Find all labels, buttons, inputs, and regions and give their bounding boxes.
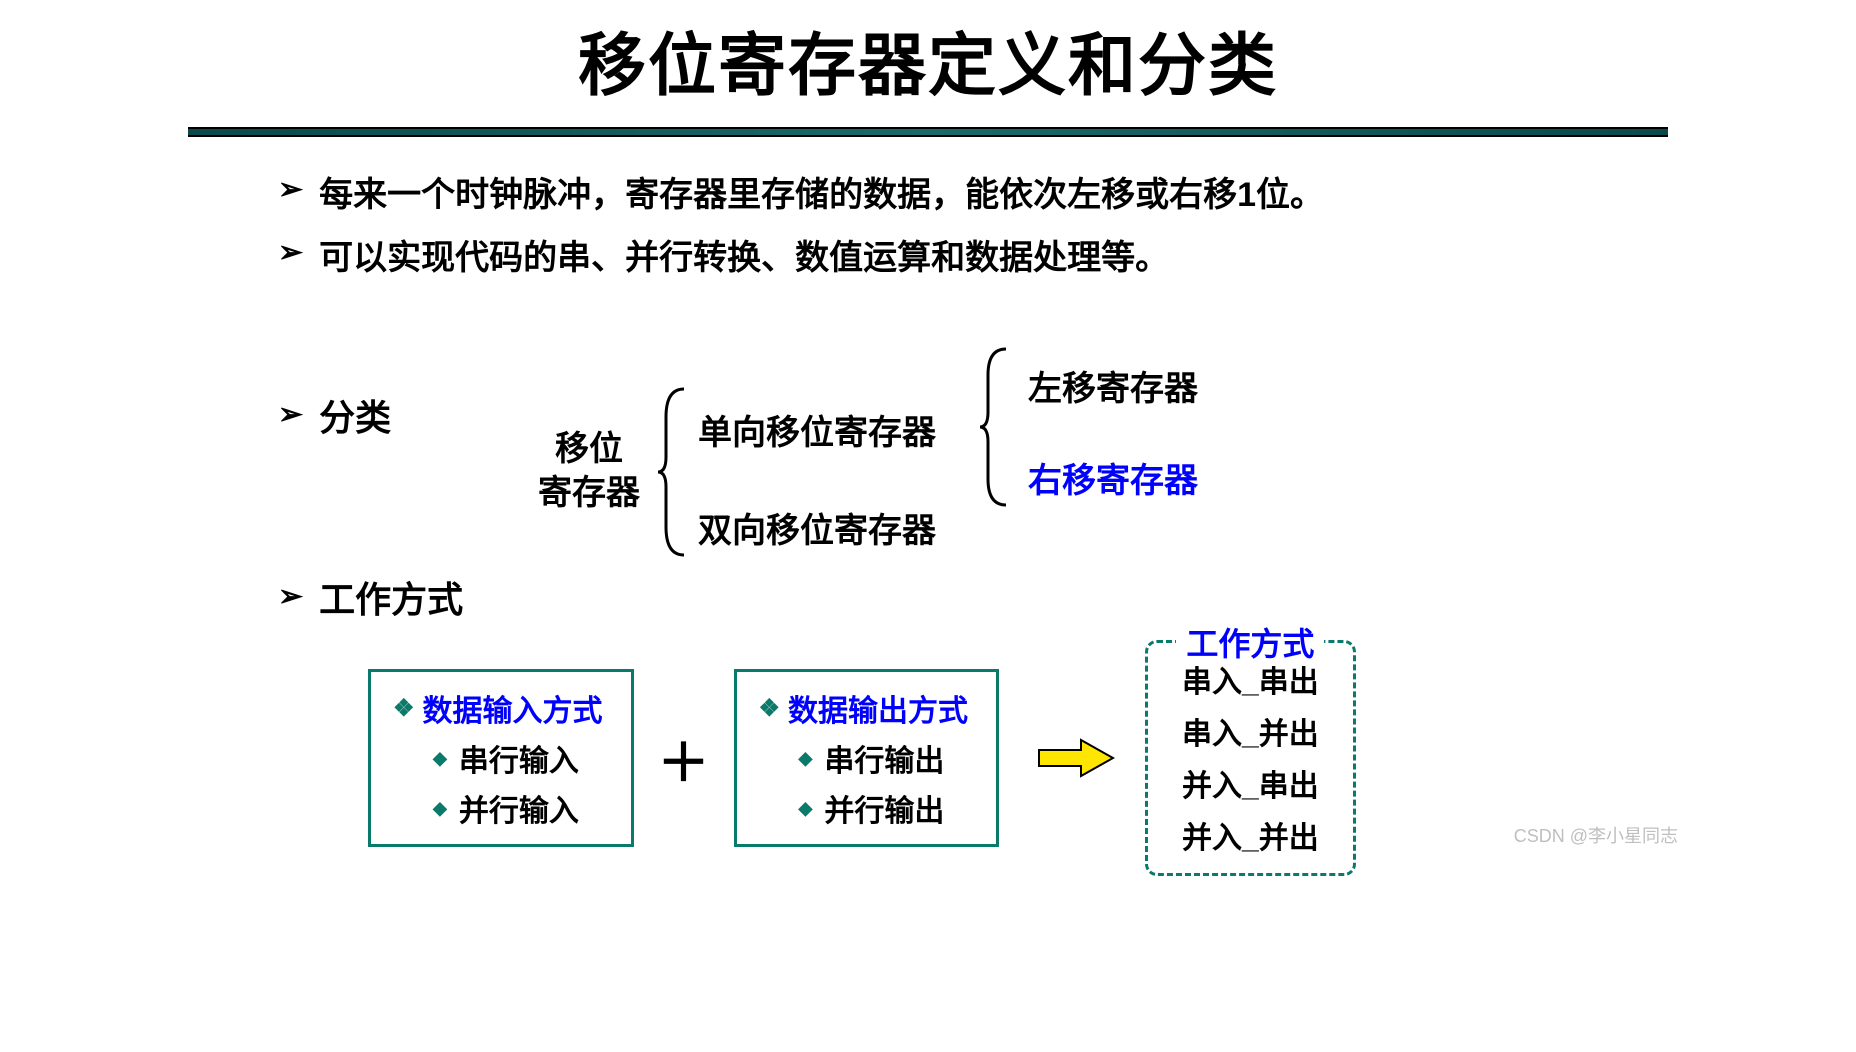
section-label: 分类 [319,389,391,441]
bullet-1: ➢ 每来一个时钟脉冲，寄存器里存储的数据，能依次左移或右移1位。 [278,167,1638,216]
clover-icon: ❖ [759,694,781,723]
watermark: CSDN @李小星同志 [1514,822,1678,848]
result-item: 并入_串出 [1182,761,1319,805]
arrow-icon: ➢ [278,230,303,276]
arrow-right-icon [1037,736,1115,780]
output-box-title: ❖ 数据输出方式 [759,686,969,730]
input-item-text: 并行输入 [459,786,579,830]
brace-icon [656,387,686,557]
diamond-icon: ◆ [433,798,447,819]
arrow-icon: ➢ [278,167,303,213]
arrow-icon: ➢ [278,574,303,620]
arrow-icon: ➢ [278,392,303,438]
result-item: 串入_并出 [1182,709,1319,753]
output-item: ◆ 并行输出 [799,786,969,830]
clover-icon: ❖ [393,694,415,723]
classification-tree: 移位 寄存器 单向移位寄存器 双向移位寄存器 左移寄存器 右移寄存器 [538,357,1438,617]
tree-root-line2: 寄存器 [538,474,640,512]
result-box: 工作方式 串入_串出 串入_并出 并入_串出 并入_并出 [1145,640,1356,876]
input-item: ◆ 并行输入 [433,786,603,830]
output-item-text: 并行输出 [824,786,944,830]
output-item: ◆ 串行输出 [799,736,969,780]
result-item: 并入_并出 [1182,813,1319,857]
tree-leaf-2: 右移寄存器 [1028,453,1198,502]
bullet-text: 可以实现代码的串、并行转换、数值运算和数据处理等。 [319,230,1169,279]
input-box-title-text: 数据输入方式 [423,686,603,730]
input-box-title: ❖ 数据输入方式 [393,686,603,730]
section-label: 工作方式 [319,571,463,623]
tree-root-line1: 移位 [555,430,623,468]
tree-mid-2: 双向移位寄存器 [698,503,936,552]
diamond-icon: ◆ [799,748,813,769]
brace-icon [978,347,1008,507]
tree-root: 移位 寄存器 [538,427,640,515]
workmode-row: ❖ 数据输入方式 ◆ 串行输入 ◆ 并行输入 ＋ ❖ 数据输出方式 ◆ 串行输出 [368,640,1356,876]
input-item: ◆ 串行输入 [433,736,603,780]
bullet-text: 每来一个时钟脉冲，寄存器里存储的数据，能依次左移或右移1位。 [319,167,1324,216]
title-underline [188,127,1668,137]
bullet-2: ➢ 可以实现代码的串、并行转换、数值运算和数据处理等。 [278,230,1638,279]
output-box: ❖ 数据输出方式 ◆ 串行输出 ◆ 并行输出 [734,669,1000,847]
slide-title: 移位寄存器定义和分类 [158,10,1698,109]
output-item-text: 串行输出 [824,736,944,780]
tree-mid-1: 单向移位寄存器 [698,405,936,454]
input-item-text: 串行输入 [459,736,579,780]
diamond-icon: ◆ [799,798,813,819]
tree-leaf-1: 左移寄存器 [1028,361,1198,410]
result-box-title: 工作方式 [1176,619,1324,665]
output-box-title-text: 数据输出方式 [788,686,968,730]
diamond-icon: ◆ [433,748,447,769]
input-box: ❖ 数据输入方式 ◆ 串行输入 ◆ 并行输入 [368,669,634,847]
plus-icon: ＋ [658,721,710,796]
